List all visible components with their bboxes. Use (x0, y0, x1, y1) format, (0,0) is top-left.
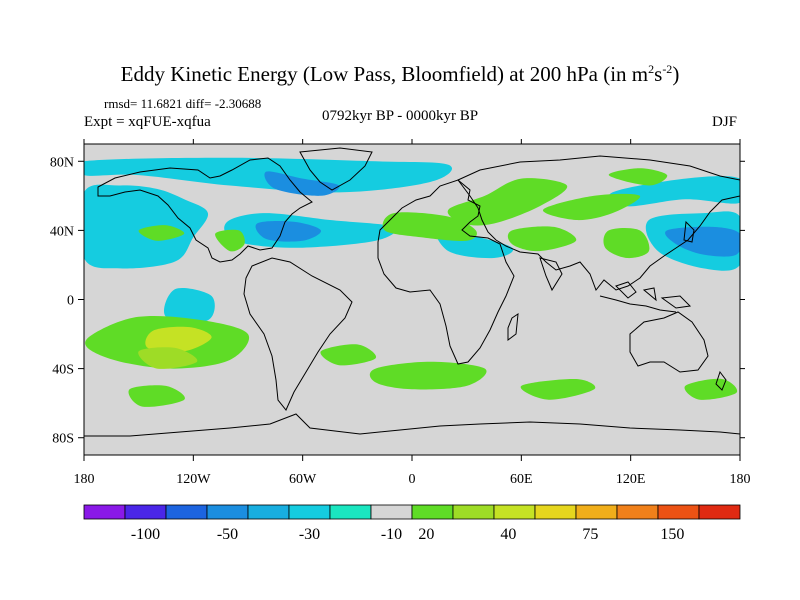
title-superscript-1: 2 (648, 62, 655, 76)
period-label: 0792kyr BP - 0000kyr BP (322, 108, 479, 124)
colorbar-swatch (534, 504, 577, 520)
contour-region-13 (447, 178, 568, 226)
colorbar-swatch (616, 504, 659, 520)
colorbar-swatch (493, 504, 536, 520)
contour-region-25 (369, 361, 487, 390)
colorbar-label: -30 (299, 526, 320, 543)
x-axis: 180 120W 60W 0 60E 120E 180 (74, 139, 751, 487)
chart-title: Eddy Kinetic Energy (Low Pass, Bloomfiel… (0, 62, 800, 87)
contour-region-2 (84, 184, 208, 269)
contour-region-26 (520, 378, 596, 400)
title-mid: s (654, 62, 663, 86)
x-tick-label: 120E (616, 472, 646, 487)
contour-region-6 (264, 171, 340, 196)
contour-region-21 (145, 326, 212, 353)
y-tick-label: 40S (52, 363, 74, 378)
coastline-indonesia (599, 281, 692, 313)
colorbar-swatch (657, 504, 700, 520)
coastline-north-america (97, 157, 313, 263)
title-end: ) (672, 62, 680, 86)
contour-region-18 (215, 229, 245, 252)
contour-region-9 (665, 226, 740, 257)
colorbar-swatch (247, 504, 290, 520)
coastline-asia (457, 155, 740, 291)
colorbar-label: 40 (500, 526, 516, 543)
contour-region-15 (603, 227, 650, 259)
coastline-japan (683, 220, 695, 243)
colorbar-label: -50 (217, 526, 238, 543)
colorbar-swatch (575, 504, 618, 520)
x-tick-label: 120W (176, 472, 211, 487)
coastline-australia (629, 311, 709, 373)
coastline-greenland (299, 147, 373, 191)
colorbar-label: -100 (131, 526, 160, 543)
colorbar-swatch (370, 504, 413, 520)
stats-label: rmsd= 11.6821 diff= -2.30688 (104, 96, 262, 111)
x-tick-label: 60E (510, 472, 533, 487)
coastline-europe-africa (377, 179, 515, 365)
colorbar-swatch (329, 504, 372, 520)
colorbar: -100 -50 -30 -10 20 40 75 150 (83, 504, 741, 543)
contour-regions (84, 157, 740, 407)
contour-region-10 (608, 176, 740, 207)
y-tick-label: 80N (50, 155, 74, 170)
contour-region-14 (542, 193, 641, 221)
contour-region-19 (507, 226, 577, 252)
y-tick-label: 40N (50, 224, 74, 239)
y-axis: 80N 40N 0 40S 80S (50, 155, 745, 447)
colorbar-swatch (165, 504, 208, 520)
x-tick-label: 60W (289, 472, 317, 487)
colorbar-swatch (452, 504, 495, 520)
y-tick-label: 0 (67, 294, 74, 309)
contour-region-12 (382, 212, 477, 242)
contour-region-24 (320, 344, 377, 366)
experiment-label: Expt = xqFUE-xqfua (84, 114, 211, 130)
coastline-antarctica (84, 413, 740, 437)
colorbar-label: 75 (582, 526, 598, 543)
colorbar-swatch (206, 504, 249, 520)
colorbar-swatch (411, 504, 454, 520)
contour-region-16 (608, 168, 668, 186)
y-tick-label: 80S (52, 432, 74, 447)
title-main: Eddy Kinetic Energy (Low Pass, Bloomfiel… (120, 62, 649, 86)
title-superscript-2: -2 (662, 62, 673, 76)
colorbar-swatch (288, 504, 331, 520)
colorbar-swatch (124, 504, 167, 520)
colorbar-label: 150 (660, 526, 684, 543)
contour-region-23 (128, 385, 185, 407)
colorbar-label: 20 (418, 526, 434, 543)
contour-region-4 (255, 221, 322, 242)
contour-region-22 (138, 347, 198, 369)
season-label: DJF (712, 114, 738, 130)
contour-region-17 (138, 225, 185, 241)
x-tick-label: 180 (730, 472, 751, 487)
coastline-madagascar (507, 312, 519, 341)
coastline-south-america (243, 257, 353, 411)
coastline-india (539, 257, 563, 292)
colorbar-label: -10 (381, 526, 402, 543)
contour-region-11 (164, 288, 215, 323)
coastline-new-zealand (715, 370, 727, 391)
coastlines (84, 147, 740, 437)
colorbar-swatch (698, 504, 741, 520)
colorbar-swatch (83, 504, 126, 520)
x-tick-label: 180 (74, 472, 95, 487)
x-tick-label: 0 (409, 472, 416, 487)
